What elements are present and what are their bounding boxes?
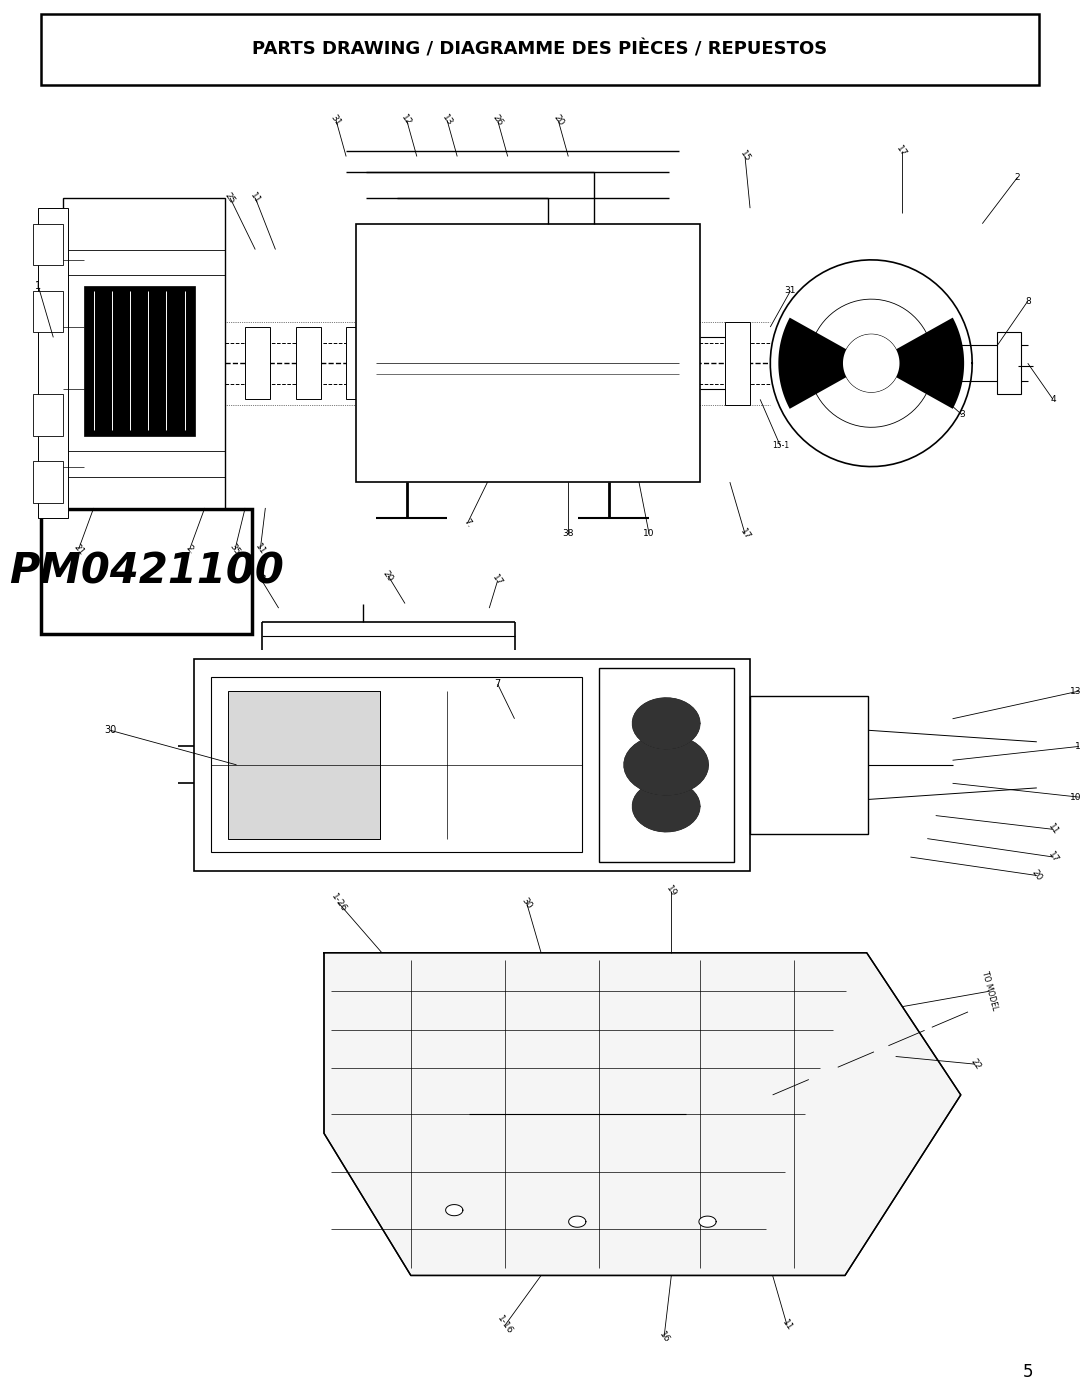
Polygon shape xyxy=(624,735,708,795)
Text: 17: 17 xyxy=(738,527,752,541)
Text: 30: 30 xyxy=(104,725,117,735)
Bar xyxy=(228,692,380,838)
Text: 1-16: 1-16 xyxy=(496,1315,514,1337)
Bar xyxy=(296,327,321,400)
Text: 2: 2 xyxy=(1015,173,1021,182)
Polygon shape xyxy=(569,1217,585,1227)
Text: 11: 11 xyxy=(248,190,262,205)
Polygon shape xyxy=(779,317,872,409)
Bar xyxy=(245,327,270,400)
Text: 1: 1 xyxy=(35,281,41,291)
Bar xyxy=(725,321,750,405)
Text: 25: 25 xyxy=(224,190,237,205)
Text: 134: 134 xyxy=(1070,686,1080,696)
Text: 8: 8 xyxy=(1025,296,1030,306)
Text: 16: 16 xyxy=(657,1330,671,1344)
Polygon shape xyxy=(324,953,961,1275)
Bar xyxy=(346,327,372,400)
Text: 21: 21 xyxy=(71,542,85,556)
Bar xyxy=(33,394,64,436)
Polygon shape xyxy=(633,698,700,749)
Bar xyxy=(751,696,868,834)
Polygon shape xyxy=(699,1217,716,1227)
Bar xyxy=(33,461,64,503)
Text: 7.: 7. xyxy=(461,517,473,529)
Text: 3: 3 xyxy=(959,411,966,419)
Bar xyxy=(33,291,64,332)
Text: 11: 11 xyxy=(254,542,267,556)
Bar xyxy=(41,509,252,634)
Text: 1.: 1. xyxy=(256,574,268,587)
Bar xyxy=(41,14,1039,85)
Bar xyxy=(38,208,68,518)
Text: 31: 31 xyxy=(329,113,343,127)
Bar xyxy=(598,668,733,862)
Text: 35: 35 xyxy=(228,542,242,556)
Text: 20: 20 xyxy=(551,113,565,127)
Text: 10: 10 xyxy=(644,529,654,538)
Text: 4: 4 xyxy=(1050,395,1056,404)
Text: 20: 20 xyxy=(1030,869,1043,883)
Text: TO MODEL: TO MODEL xyxy=(981,971,999,1011)
Text: 1.: 1. xyxy=(1075,742,1080,752)
Polygon shape xyxy=(843,334,900,393)
Text: PM0421100: PM0421100 xyxy=(9,550,284,592)
Polygon shape xyxy=(633,781,700,831)
Text: 1-26: 1-26 xyxy=(329,891,348,914)
Bar xyxy=(212,678,582,852)
Bar xyxy=(83,285,194,436)
Text: 17: 17 xyxy=(1047,849,1061,865)
Text: 105: 105 xyxy=(1070,792,1080,802)
Text: 5: 5 xyxy=(1023,1363,1034,1380)
Bar xyxy=(194,659,751,870)
Text: 20: 20 xyxy=(381,569,395,583)
Text: 38: 38 xyxy=(563,529,575,538)
Text: 7: 7 xyxy=(495,679,501,689)
Text: 17: 17 xyxy=(894,144,908,159)
Text: 11: 11 xyxy=(1047,821,1061,837)
Text: 15-1: 15-1 xyxy=(772,441,788,450)
Bar xyxy=(33,224,64,265)
Text: 11: 11 xyxy=(780,1319,794,1333)
Text: 2.: 2. xyxy=(184,543,195,556)
Text: 13: 13 xyxy=(441,113,454,127)
Text: 22: 22 xyxy=(969,1058,982,1071)
Text: 30: 30 xyxy=(519,895,534,909)
Text: 12: 12 xyxy=(400,113,414,127)
Bar xyxy=(64,198,225,509)
Text: PARTS DRAWING / DIAGRAMME DES PIÈCES / REPUESTOS: PARTS DRAWING / DIAGRAMME DES PIÈCES / R… xyxy=(253,41,827,59)
Text: 19: 19 xyxy=(664,884,678,898)
Polygon shape xyxy=(446,1204,463,1215)
Polygon shape xyxy=(872,317,964,409)
Text: 17: 17 xyxy=(490,573,504,588)
Bar xyxy=(356,224,700,482)
Text: 31: 31 xyxy=(785,286,796,295)
Text: 15: 15 xyxy=(738,149,752,163)
Bar xyxy=(998,332,1021,394)
Text: 26: 26 xyxy=(490,113,504,127)
